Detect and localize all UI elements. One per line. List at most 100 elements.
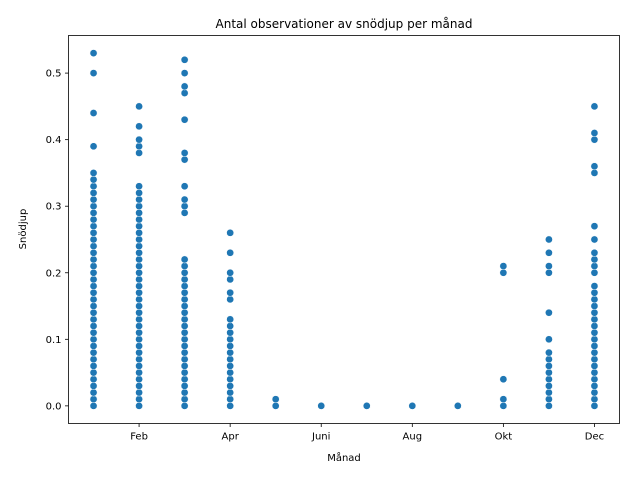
data-point [135,255,143,264]
data-point [590,222,599,231]
data-point [499,402,508,410]
data-point [590,388,599,397]
data-point [89,228,98,237]
data-point [545,402,553,410]
data-point [180,195,189,204]
data-point [590,348,599,357]
data-point [135,295,143,304]
data-point [180,209,189,217]
data-point [135,202,143,211]
data-point [135,375,143,384]
data-point [545,335,553,344]
data-point [89,215,98,224]
data-point [545,248,553,257]
data-point [590,302,599,310]
data-point [499,395,508,404]
data-point [135,209,143,217]
data-point [180,89,189,97]
data-point [180,275,189,284]
data-point [362,402,371,410]
data-point [89,69,98,77]
data-point [180,282,189,290]
y-tick-label: 0.1 [46,335,62,346]
data-point [89,355,98,364]
data-point [135,355,143,364]
data-point [89,262,98,270]
data-point [545,388,553,397]
x-axis: Feb Apr Juni Aug Okt Dec [130,423,604,443]
data-point [89,282,98,290]
data-point [590,282,599,290]
x-tick-label: Dec [585,432,604,443]
data-point [89,222,98,231]
data-point [89,169,98,177]
data-point [226,402,235,410]
data-point [135,335,143,344]
data-point [135,395,143,404]
data-point [135,222,143,231]
data-point [590,335,599,344]
data-point [89,49,98,57]
data-point [590,328,599,337]
x-tick-label: Aug [403,432,423,443]
data-point [135,302,143,310]
data-point [89,209,98,217]
y-tick-label: 0.3 [46,202,62,213]
data-point [590,382,599,390]
x-tick-label: Okt [495,432,513,443]
data-point [590,375,599,384]
data-point [89,328,98,337]
data-point [226,382,235,390]
data-point [89,348,98,357]
data-point [545,368,553,377]
data-point [590,315,599,324]
data-point [545,348,553,357]
data-point [89,142,98,151]
chart-title: Antal observationer av snödjup per månad [216,17,473,31]
data-point [180,382,189,390]
data-point [545,235,553,244]
data-point [545,268,553,277]
data-point [226,375,235,384]
data-point [545,262,553,270]
data-point [135,142,143,151]
data-point [180,368,189,377]
data-point [226,228,235,237]
data-point [135,342,143,350]
y-axis-title: Snödjup [18,209,29,250]
data-point [180,255,189,264]
data-point [89,395,98,404]
data-point [590,402,599,410]
data-point [89,235,98,244]
data-point [135,382,143,390]
data-point [135,102,143,111]
data-point [226,362,235,370]
plot-frame [68,35,620,424]
data-point [180,348,189,357]
data-point [180,342,189,350]
data-point [135,308,143,317]
data-point [271,402,280,410]
data-point [180,82,189,91]
data-point [226,268,235,277]
data-point [180,355,189,364]
data-point [89,175,98,184]
data-point [89,295,98,304]
data-point [499,268,508,277]
data-points [89,49,599,410]
data-point [135,215,143,224]
data-point [226,295,235,304]
data-point [180,115,189,124]
data-point [180,402,189,410]
data-point [226,335,235,344]
data-point [226,355,235,364]
y-tick-label: 0.5 [46,69,62,80]
data-point [545,355,553,364]
data-point [89,195,98,204]
data-point [226,275,235,284]
data-point [89,382,98,390]
data-point [89,368,98,377]
data-point [89,308,98,317]
data-point [89,275,98,284]
data-point [89,335,98,344]
